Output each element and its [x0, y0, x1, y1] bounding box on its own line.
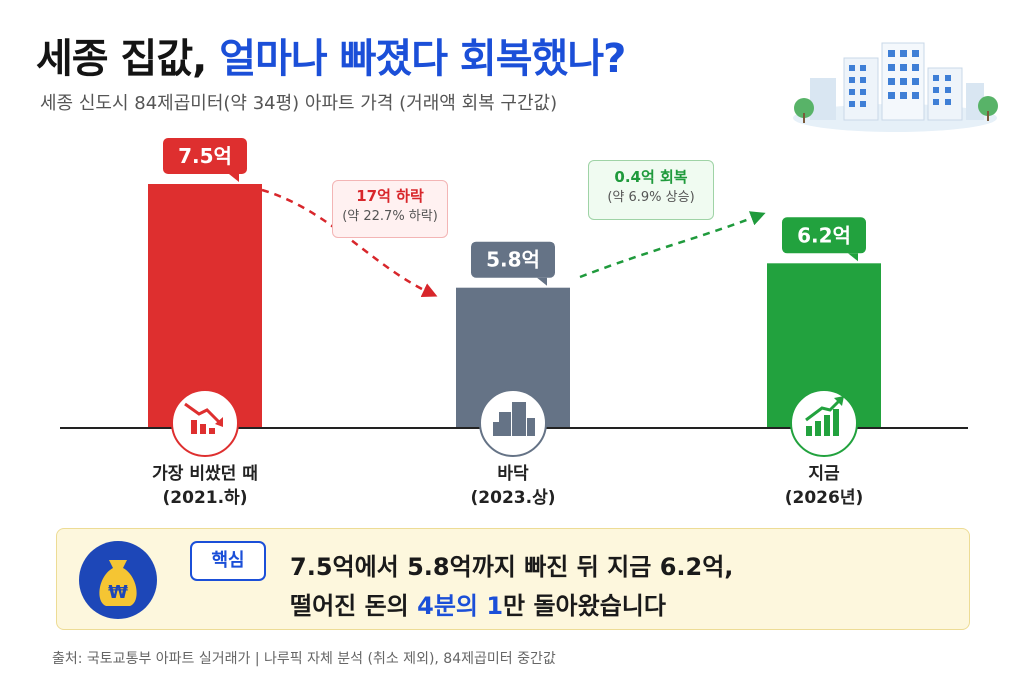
key-badge: 핵심: [190, 541, 266, 581]
key-text: 만 돌아왔습니다: [503, 592, 666, 620]
source-note: 출처: 국토교통부 아파트 실거래가 | 나루픽 자체 분석 (취소 제외), …: [52, 651, 556, 667]
category-name: 가장 비쌌던 때: [152, 464, 258, 484]
money-bag-icon: ₩: [79, 541, 157, 619]
value-text-2: 6.2억: [797, 223, 851, 247]
category-label-peak: 가장 비쌌던 때 (2021.하): [152, 462, 258, 510]
category-name: 바닥: [497, 464, 529, 484]
category-label-now: 지금 (2026년): [785, 462, 864, 510]
value-label-1: 5.8억: [471, 241, 555, 286]
decline-arrow: [261, 188, 438, 297]
category-period: (2026년): [784, 488, 864, 508]
value-text-1: 5.8억: [486, 248, 540, 272]
value-label-2: 6.2억: [782, 217, 866, 262]
key-message-line1: 7.5억에서 5.8억까지 빠진 뒤 지금 6.2억,: [290, 553, 734, 581]
page-title: 세종 집값, 얼마나 빠졌다 회복했나?: [36, 26, 626, 84]
building-icon: [479, 389, 547, 457]
key-text: 떨어진 돈의: [290, 592, 418, 620]
key-highlight: 4분의 1: [417, 592, 504, 620]
city-buildings-icon: [793, 42, 998, 132]
bar-0: [148, 184, 262, 428]
decline-callout: 17억 하락 (약 22.7% 하락): [332, 180, 448, 238]
rising-chart-icon: [790, 389, 858, 457]
title-main: 세종 집값,: [36, 36, 207, 82]
decline-percent: (약 22.7% 하락): [342, 209, 438, 224]
svg-text:₩: ₩: [108, 582, 128, 603]
category-period: (2023.상): [470, 488, 556, 508]
category-label-bottom: 바닥 (2023.상): [471, 462, 556, 510]
title-accent: 얼마나 빠졌다 회복했나?: [219, 36, 626, 82]
category-name: 지금: [808, 464, 840, 484]
recovery-arrow: [579, 211, 766, 279]
declining-chart-icon: [171, 389, 239, 457]
value-text-0: 7.5억: [178, 144, 232, 168]
decline-amount: 17억 하락: [356, 187, 424, 205]
recovery-amount: 0.4억 회복: [614, 168, 688, 186]
category-period: (2021.하): [162, 488, 248, 508]
page-subtitle: 세종 신도시 84제곱미터(약 34평) 아파트 가격 (거래액 회복 구간값): [40, 93, 558, 114]
key-message-line2: 떨어진 돈의 4분의 1만 돌아왔습니다: [290, 586, 666, 621]
recovery-percent: (약 6.9% 상승): [607, 190, 695, 205]
recovery-callout: 0.4억 회복 (약 6.9% 상승): [588, 160, 714, 220]
value-label-0: 7.5억: [163, 138, 247, 182]
